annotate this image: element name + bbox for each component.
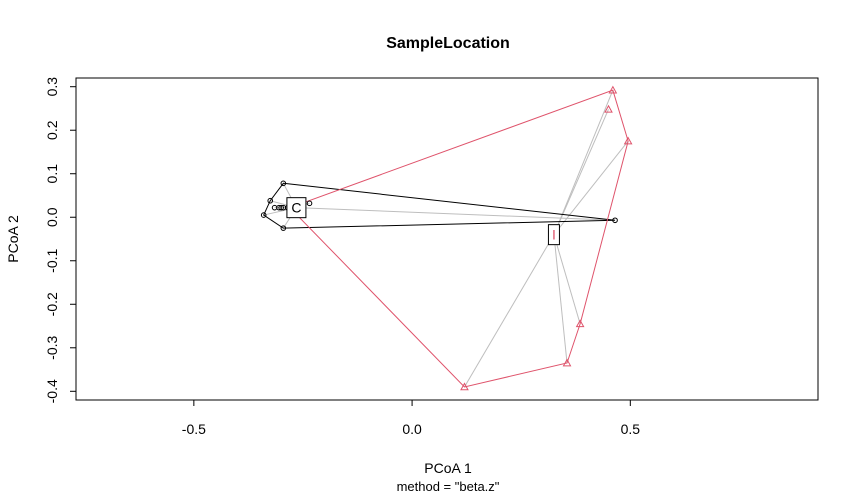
y-axis-label: PCoA 2 — [5, 215, 21, 263]
data-point — [280, 225, 287, 231]
spoke-line — [553, 89, 614, 235]
centroid-label-c: C — [291, 200, 301, 216]
hull-polygon-c — [263, 182, 616, 229]
spoke-line — [553, 234, 568, 364]
spoke-line — [464, 234, 555, 388]
chart-title: SampleLocation — [386, 35, 510, 52]
data-point — [562, 358, 572, 367]
data-point — [267, 197, 274, 204]
y-tick-label: 0.2 — [44, 120, 60, 140]
spoke-line — [553, 234, 581, 324]
data-point — [612, 217, 618, 224]
spoke-line — [553, 140, 629, 235]
data-point — [604, 104, 613, 113]
x-tick-label: 0.0 — [402, 421, 422, 437]
data-point — [260, 212, 267, 218]
data-point — [280, 180, 287, 187]
x-tick-label: -0.5 — [182, 421, 206, 437]
x-axis-subtitle: method = "beta.z" — [397, 479, 500, 494]
centroid-labels: CI — [286, 197, 560, 246]
centroid-box-c — [286, 197, 307, 219]
x-axis: -0.5 0.0 0.5 — [182, 399, 641, 437]
data-point — [278, 204, 284, 211]
data-point — [608, 85, 618, 94]
data-point — [623, 136, 633, 145]
data-point — [460, 382, 469, 391]
y-tick-label: 0.3 — [44, 77, 60, 97]
y-tick-label: 0.1 — [44, 164, 60, 184]
data-point — [306, 200, 313, 207]
y-tick-label: -0.3 — [44, 336, 60, 360]
y-tick-label: -0.1 — [44, 248, 60, 272]
y-tick-label: 0.0 — [44, 207, 60, 227]
spoke-line — [296, 207, 616, 221]
x-axis-label: PCoA 1 — [424, 460, 472, 476]
centroid-box-i — [547, 224, 560, 246]
x-tick-label: 0.5 — [621, 421, 641, 437]
data-point — [575, 319, 585, 328]
y-tick-label: -0.2 — [44, 292, 60, 316]
y-axis: -0.4 -0.3 -0.2 -0.1 0.0 0.1 0.2 0.3 — [44, 77, 77, 403]
centroid-label-i: I — [552, 227, 556, 243]
spoke-line — [553, 109, 609, 235]
y-tick-label: -0.4 — [44, 379, 60, 403]
